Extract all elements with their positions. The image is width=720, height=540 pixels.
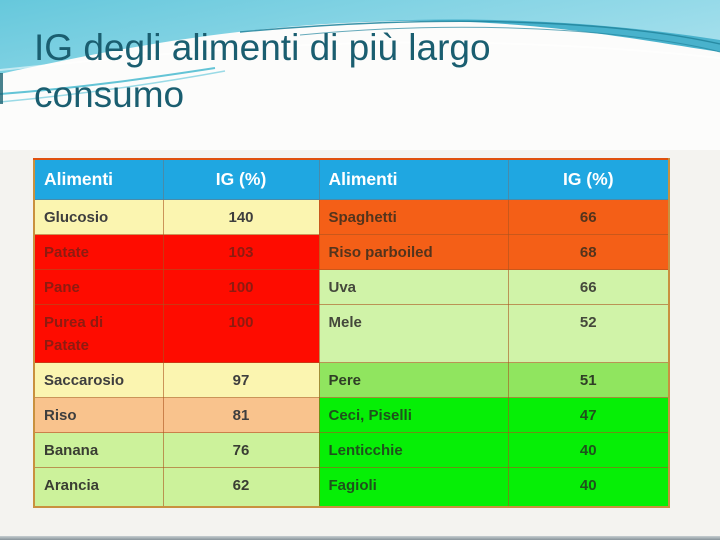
wave-thin-line bbox=[299, 26, 720, 53]
wave-left-line bbox=[0, 70, 226, 103]
wave-thin-line bbox=[239, 20, 720, 45]
header-alimenti-right: Alimenti bbox=[318, 158, 509, 200]
food-name-cell: Banana bbox=[33, 432, 164, 468]
ig-value-cell: 62 bbox=[162, 467, 320, 507]
food-name-cell: Pane bbox=[33, 269, 164, 305]
header-ig-right: IG (%) bbox=[507, 158, 670, 200]
ig-value-cell: 40 bbox=[507, 432, 670, 468]
food-name-cell: Riso parboiled bbox=[318, 234, 509, 270]
food-name-cell: Patate bbox=[33, 234, 164, 270]
slide-title: IG degli alimenti di più largo consumo bbox=[34, 24, 634, 118]
ig-value-cell: 97 bbox=[162, 362, 320, 398]
table-row: Purea di Patate 100 Mele 52 bbox=[33, 304, 670, 363]
wave-left-line bbox=[0, 67, 216, 95]
food-name-cell: Ceci, Piselli bbox=[318, 397, 509, 433]
food-name-cell: Fagioli bbox=[318, 467, 509, 507]
ig-value-cell: 76 bbox=[162, 432, 320, 468]
food-name-cell: Mele bbox=[318, 304, 509, 363]
table-row: Banana 76 Lenticchie 40 bbox=[33, 432, 670, 468]
food-name-cell: Pere bbox=[318, 362, 509, 398]
ig-table: Alimenti IG (%) Alimenti IG (%) Glucosio 140… bbox=[33, 158, 670, 508]
ig-value-cell: 51 bbox=[507, 362, 670, 398]
ig-value-cell: 81 bbox=[162, 397, 320, 433]
slide-title-line2: consumo bbox=[34, 74, 185, 115]
food-name-cell: Lenticchie bbox=[318, 432, 509, 468]
food-name-cell: Purea di Patate bbox=[33, 304, 164, 363]
food-name-cell: Arancia bbox=[33, 467, 164, 507]
ig-value-cell: 40 bbox=[507, 467, 670, 507]
table-body: Glucosio 140 Spaghetti 66 Patate 103 Riso parb… bbox=[33, 199, 670, 507]
slide-background-waves bbox=[0, 0, 720, 150]
header-ig-left: IG (%) bbox=[162, 158, 320, 200]
wave-highlight-line bbox=[0, 41, 720, 71]
slide-title-line1: IG degli alimenti di più largo bbox=[34, 27, 491, 68]
ig-value-cell: 66 bbox=[507, 269, 670, 305]
ig-value-cell: 103 bbox=[162, 234, 320, 270]
table-row: Saccarosio 97 Pere 51 bbox=[33, 362, 670, 398]
ig-value-cell: 68 bbox=[507, 234, 670, 270]
ig-value-cell: 66 bbox=[507, 199, 670, 235]
food-name-cell: Uva bbox=[318, 269, 509, 305]
food-name-cell: Glucosio bbox=[33, 199, 164, 235]
slide-bottom-edge bbox=[0, 536, 720, 540]
ig-value-cell: 47 bbox=[507, 397, 670, 433]
left-edge-notch bbox=[0, 73, 3, 104]
ig-value-cell: 100 bbox=[162, 304, 320, 363]
table-row: Glucosio 140 Spaghetti 66 bbox=[33, 199, 670, 235]
ig-value-cell: 100 bbox=[162, 269, 320, 305]
header-alimenti-left: Alimenti bbox=[33, 158, 164, 200]
table-row: Riso 81 Ceci, Piselli 47 bbox=[33, 397, 670, 433]
food-name-cell: Saccarosio bbox=[33, 362, 164, 398]
food-name-cell: Riso bbox=[33, 397, 164, 433]
ig-value-cell: 52 bbox=[507, 304, 670, 363]
table-row: Pane 100 Uva 66 bbox=[33, 269, 670, 305]
ig-value-cell: 140 bbox=[162, 199, 320, 235]
food-name-cell: Spaghetti bbox=[318, 199, 509, 235]
table-header-row: Alimenti IG (%) Alimenti IG (%) bbox=[33, 158, 670, 200]
table-row: Arancia 62 Fagioli 40 bbox=[33, 467, 670, 507]
table-row: Patate 103 Riso parboiled 68 bbox=[33, 234, 670, 270]
